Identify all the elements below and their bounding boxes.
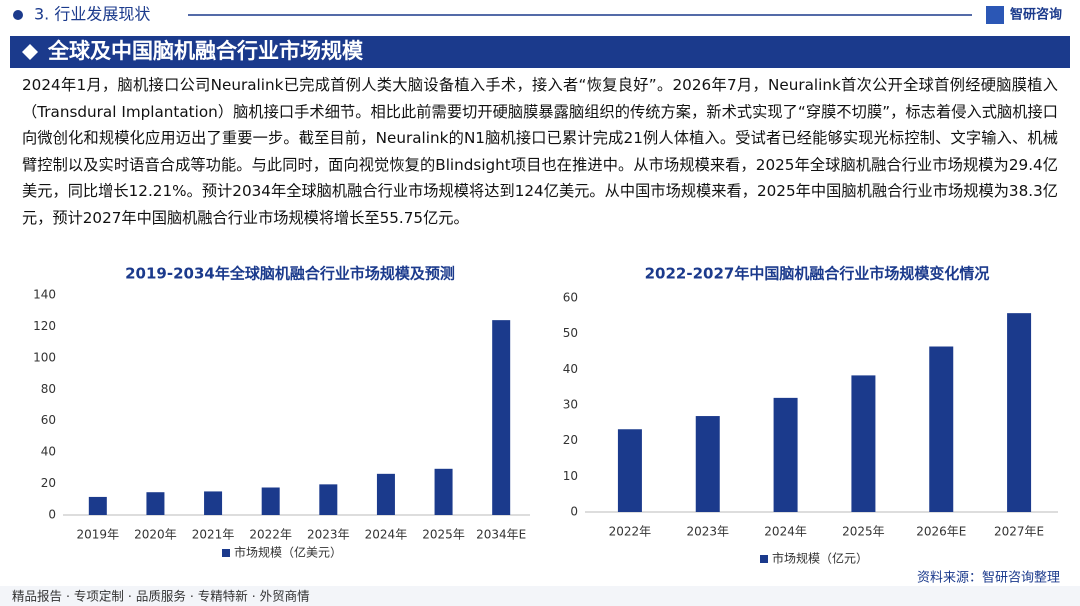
y-tick-label: 80 bbox=[41, 382, 56, 396]
bar bbox=[851, 375, 876, 512]
bar bbox=[88, 496, 107, 515]
x-tick-label: 2024年 bbox=[365, 528, 408, 542]
bar bbox=[617, 429, 642, 512]
brand: 智研咨询 bbox=[1010, 7, 1062, 23]
x-tick-label: 2025年 bbox=[842, 525, 885, 539]
y-tick-label: 40 bbox=[563, 362, 578, 376]
bar bbox=[929, 346, 954, 512]
y-tick-label: 0 bbox=[48, 508, 56, 522]
y-tick-label: 50 bbox=[563, 326, 578, 340]
y-tick-label: 140 bbox=[33, 288, 56, 302]
y-tick-label: 30 bbox=[563, 398, 578, 412]
bullet bbox=[13, 10, 23, 20]
y-tick-label: 0 bbox=[570, 505, 578, 519]
source: 资料来源：智研咨询整理 bbox=[917, 571, 1060, 586]
y-tick-label: 120 bbox=[33, 319, 56, 333]
x-tick-label: 2023年 bbox=[307, 528, 350, 542]
y-tick-label: 20 bbox=[563, 433, 578, 447]
title-bar bbox=[10, 36, 1070, 68]
y-tick-label: 10 bbox=[563, 469, 578, 483]
bar bbox=[376, 473, 395, 515]
bar bbox=[1007, 313, 1032, 512]
bar bbox=[261, 487, 280, 515]
paragraph: 2024年1月，脑机接口公司Neuralink已完成首例人类大脑设备植入手术，接… bbox=[22, 76, 1058, 227]
footer-bar bbox=[0, 586, 1080, 606]
y-tick-label: 40 bbox=[41, 445, 56, 459]
bar bbox=[773, 397, 798, 512]
bar bbox=[695, 416, 720, 512]
bar bbox=[319, 484, 338, 515]
y-tick-label: 60 bbox=[563, 291, 578, 305]
section-label: 3. 行业发展现状 bbox=[34, 5, 150, 24]
bar bbox=[204, 491, 223, 515]
page-title: 全球及中国脑机融合行业市场规模 bbox=[47, 39, 364, 63]
legend-swatch bbox=[760, 555, 768, 563]
footer: 精品报告 · 专项定制 · 品质服务 · 专精特新 · 外贸商情 bbox=[12, 589, 310, 604]
legend-swatch bbox=[222, 549, 230, 557]
y-tick-label: 20 bbox=[41, 476, 56, 490]
title-icon bbox=[22, 44, 38, 60]
bar bbox=[492, 320, 511, 515]
x-tick-label: 2027年E bbox=[994, 525, 1044, 539]
y-tick-label: 100 bbox=[33, 350, 56, 364]
x-tick-label: 2022年 bbox=[609, 525, 652, 539]
x-tick-label: 2026年E bbox=[916, 525, 966, 539]
y-tick-label: 60 bbox=[41, 413, 56, 427]
legend-label: 市场规模（亿元） bbox=[772, 551, 868, 566]
x-tick-label: 2021年 bbox=[192, 528, 235, 542]
x-tick-label: 2034年E bbox=[476, 528, 526, 542]
chart-title: 2022-2027年中国脑机融合行业市场规模变化情况 bbox=[645, 265, 990, 283]
x-tick-label: 2022年 bbox=[249, 528, 292, 542]
x-tick-label: 2020年 bbox=[134, 528, 177, 542]
logo-icon bbox=[986, 6, 1004, 24]
x-tick-label: 2023年 bbox=[686, 525, 729, 539]
bar bbox=[146, 492, 165, 515]
x-tick-label: 2024年 bbox=[764, 525, 807, 539]
chart-title: 2019-2034年全球脑机融合行业市场规模及预测 bbox=[125, 265, 455, 283]
bar bbox=[434, 468, 453, 515]
x-tick-label: 2019年 bbox=[77, 528, 120, 542]
x-tick-label: 2025年 bbox=[422, 528, 465, 542]
legend-label: 市场规模（亿美元） bbox=[234, 545, 342, 560]
